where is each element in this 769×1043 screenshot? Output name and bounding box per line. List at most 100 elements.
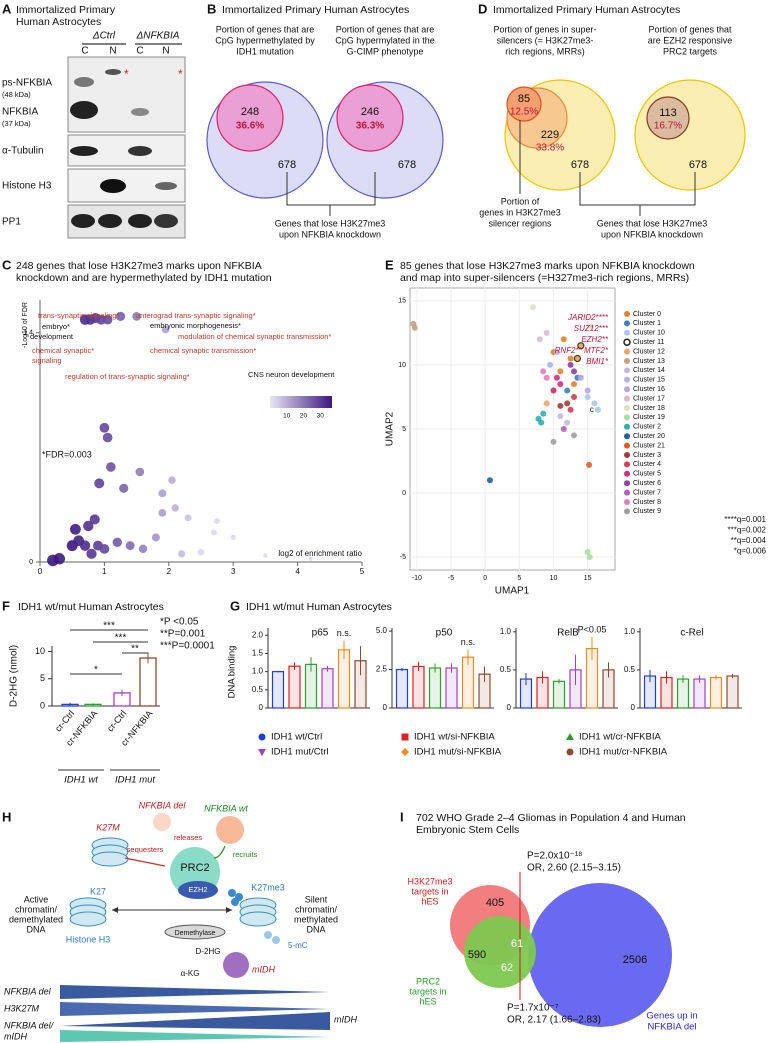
demethylase [164, 924, 226, 940]
point [573, 354, 582, 363]
subplot-title: p65 [312, 628, 329, 639]
legend-marker [624, 395, 630, 402]
label: NFKBIA wt [204, 803, 248, 813]
arrowhead [112, 907, 118, 913]
legend-marker [624, 348, 630, 355]
y-tick-label: 0 [383, 703, 388, 712]
x-tick-label: 5 [360, 567, 365, 576]
legend-label: Cluster 3 [633, 452, 661, 459]
venn-label: Genes that lose H3K27me3 [275, 218, 386, 228]
lane-label: N [109, 46, 116, 57]
panel-letter: E [385, 257, 394, 272]
legend-label: Cluster 20 [633, 433, 665, 440]
venn-green [464, 916, 536, 988]
point-label: c [590, 405, 594, 414]
point [540, 368, 547, 375]
gene-label: SUZ12*** [574, 324, 609, 333]
plot-c-frame [39, 300, 362, 563]
legend-label: Cluster 10 [633, 330, 665, 337]
legend-label: Cluster 1 [633, 320, 661, 327]
wedge [60, 1030, 330, 1042]
recruit-arrow [213, 845, 226, 859]
y-axis-label: D-2HG (nmol) [9, 645, 20, 707]
term-label: chemical synaptic* [32, 346, 94, 355]
legend-marker [624, 461, 630, 468]
point [564, 400, 571, 407]
term-label: embryo* [42, 322, 70, 331]
lane-label: C [81, 46, 88, 57]
label: NFKBIA del [139, 800, 187, 810]
wedge-label: H3K27M [4, 1003, 40, 1013]
ezh2 [178, 881, 218, 899]
legend-marker [623, 338, 631, 346]
legend-marker [401, 748, 409, 756]
panel-letter: A [2, 1, 12, 16]
venn-b [206, 81, 444, 216]
blot-label: α-Tubulin [2, 146, 44, 157]
point [543, 400, 550, 407]
panel-title: 248 genes that lose H3K27me3 marks upon … [16, 260, 262, 272]
legend-marker [566, 733, 574, 740]
y-tick-label: 5 [40, 673, 45, 683]
asterisk: * [124, 67, 129, 81]
point [557, 413, 564, 420]
venn-inner [216, 84, 284, 152]
annotation: n.s. [461, 637, 476, 647]
nucleosome-disk [239, 911, 277, 927]
legend-label: IDH1 wt/Ctrl [271, 732, 322, 743]
nucleosome [69, 897, 107, 927]
venn-count: 85 [518, 93, 530, 105]
label: DNA [26, 924, 45, 934]
mechanism-diagram [60, 813, 330, 1042]
panel-letter: D [478, 1, 487, 16]
band [74, 77, 94, 87]
x-tick-label: 3 [231, 567, 236, 576]
point [230, 534, 236, 541]
blot-label: ps-NFKBIA [2, 78, 52, 89]
legend-marker [624, 499, 630, 505]
asterisk: * [178, 67, 183, 81]
venn-label: Portion of genes that [648, 24, 732, 34]
legend-marker [624, 414, 630, 421]
point [171, 504, 179, 512]
legend-label: Cluster 18 [633, 405, 665, 412]
legend-label: Cluster 11 [633, 339, 664, 346]
bar [726, 675, 739, 709]
gene-label: BMI1* [586, 357, 609, 366]
point [557, 381, 564, 388]
midh-enzyme [223, 952, 249, 978]
blot-label: (37 kDa) [2, 119, 31, 128]
legend-marker [624, 508, 630, 515]
panel-title: 702 WHO Grade 2–4 Gliomas in Population … [416, 812, 686, 824]
panel-letter: H [2, 809, 11, 824]
note: *FDR=0.003 [42, 449, 92, 459]
connector [286, 172, 376, 206]
point [536, 336, 543, 343]
band [131, 108, 149, 116]
legend-marker [401, 733, 409, 741]
point [586, 554, 593, 561]
band [154, 214, 178, 228]
label: 5-mC [288, 941, 308, 950]
blot-label: NFKBIA [2, 107, 38, 118]
point [158, 489, 167, 498]
legend-label: Cluster 15 [633, 377, 665, 384]
legend-label: Cluster 7 [633, 489, 661, 496]
bar [395, 668, 409, 709]
point [119, 483, 129, 493]
term-label: regulation of trans-synaptic signaling* [65, 372, 190, 381]
term-label: modulation of chemical synaptic transmis… [178, 332, 331, 341]
bar [445, 667, 458, 709]
legend-label: Cluster 9 [633, 508, 661, 515]
point [594, 406, 601, 413]
bar [552, 680, 566, 709]
point [538, 419, 545, 426]
label: chromatin/ [15, 904, 58, 914]
sig-label: * [94, 665, 98, 676]
legend-label: Cluster 8 [633, 499, 661, 506]
term-label: chemical synaptic transmission* [150, 346, 256, 355]
label: sequesters [127, 845, 164, 854]
lane-label: N [162, 46, 169, 57]
group-label: ΔNFKBIA [136, 31, 180, 42]
y-tick-label: 2.0 [252, 630, 264, 639]
